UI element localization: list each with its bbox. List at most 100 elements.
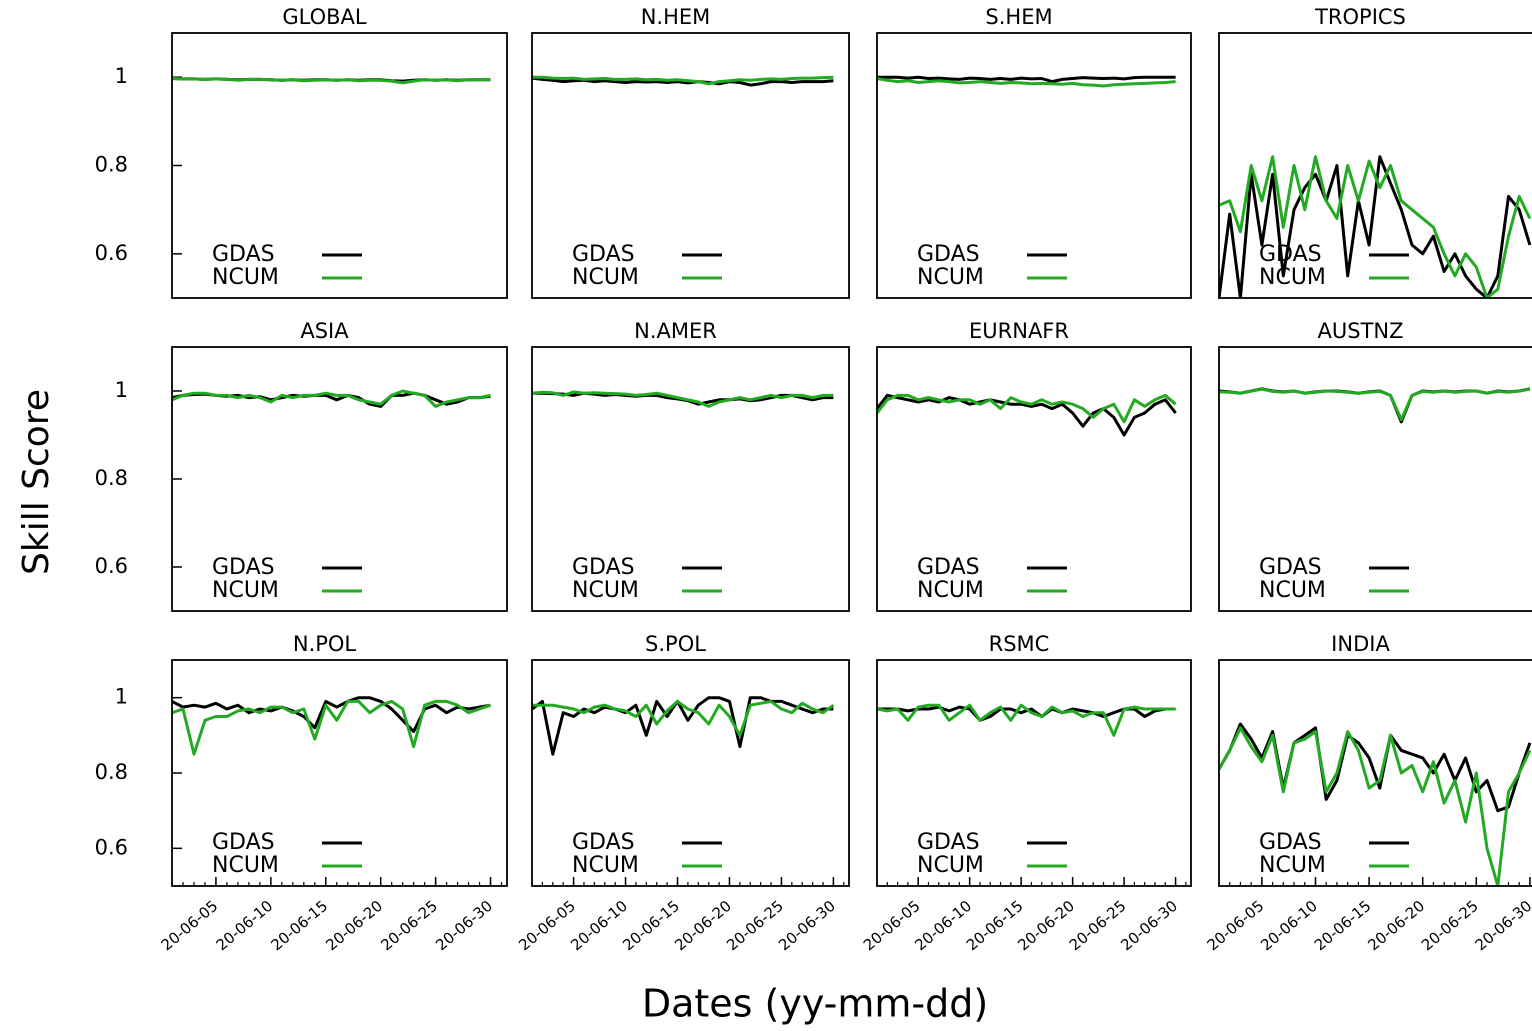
y-tick-label: 0.6: [95, 554, 128, 578]
y-tick-label: 0.8: [95, 466, 128, 490]
x-tick-label: 20-06-10: [213, 897, 277, 955]
legend-label: NCUM: [1259, 853, 1326, 878]
panel-title: INDIA: [1331, 632, 1390, 656]
series-line: [172, 696, 491, 734]
legend-label: GDAS: [572, 830, 635, 855]
x-tick-label: 20-06-15: [1311, 897, 1375, 955]
panel-title: ASIA: [300, 319, 349, 343]
y-tick-label: 1: [115, 378, 128, 402]
panel-title: N.AMER: [634, 319, 717, 343]
series-line: [1219, 726, 1532, 886]
x-tick-label: 20-06-20: [671, 897, 735, 955]
legend-label: NCUM: [917, 265, 984, 290]
x-tick-label: 20-06-15: [963, 897, 1027, 955]
panel-frame: [1218, 659, 1532, 887]
x-tick-label: 20-06-05: [158, 897, 222, 955]
y-tick-label: 0.8: [95, 760, 128, 784]
series-line: [877, 75, 1176, 84]
panel: N.POL0.60.8120-06-0520-06-1020-06-1520-0…: [95, 632, 508, 955]
x-tick-label: 20-06-15: [619, 897, 683, 955]
legend-label: GDAS: [212, 555, 275, 580]
panel-title: S.HEM: [985, 5, 1052, 29]
series-line: [877, 703, 1176, 737]
panel-title: S.POL: [645, 632, 706, 656]
panel-frame: [531, 32, 850, 299]
series-line: [877, 393, 1177, 437]
x-tick-label: 20-06-10: [911, 897, 975, 955]
panel-frame: [531, 346, 850, 612]
series-line: [1219, 155, 1532, 298]
y-tick-label: 0.6: [95, 241, 128, 265]
legend-label: GDAS: [1259, 830, 1322, 855]
series-line: [172, 389, 491, 408]
x-tick-label: 20-06-25: [377, 897, 441, 955]
x-tick-label: 20-06-05: [1204, 897, 1268, 955]
legend-label: GDAS: [917, 830, 980, 855]
panel-frame: [1218, 346, 1532, 612]
legend-label: NCUM: [1259, 578, 1326, 603]
x-tick-label: 20-06-30: [432, 897, 496, 955]
series-line: [532, 696, 834, 756]
legend-label: NCUM: [212, 578, 279, 603]
series-line: [532, 699, 835, 737]
series-line: [1219, 155, 1532, 298]
legend-label: NCUM: [917, 578, 984, 603]
legend-label: NCUM: [212, 853, 279, 878]
panel-frame: [876, 346, 1192, 612]
panel-title: GLOBAL: [282, 5, 367, 29]
legend-label: GDAS: [1259, 242, 1322, 267]
series-line: [1219, 722, 1532, 813]
x-tick-label: 20-06-10: [1257, 897, 1321, 955]
panel-frame: [876, 32, 1192, 299]
panel-title: EURNAFR: [969, 319, 1069, 343]
panel-frame: [171, 346, 508, 612]
legend-label: GDAS: [212, 242, 275, 267]
panel-frame: [171, 32, 508, 299]
legend-label: NCUM: [917, 853, 984, 878]
x-tick-label: 20-06-25: [723, 897, 787, 955]
legend-label: NCUM: [572, 578, 639, 603]
y-tick-label: 1: [115, 64, 128, 88]
series-line: [877, 393, 1177, 424]
y-tick-label: 1: [115, 685, 128, 709]
legend-label: GDAS: [1259, 555, 1322, 580]
legend-label: NCUM: [572, 265, 639, 290]
legend-label: GDAS: [572, 242, 635, 267]
series-line: [877, 77, 1176, 88]
x-tick-label: 20-06-30: [1472, 897, 1532, 955]
series-line: [172, 77, 491, 85]
panel-title: RSMC: [989, 632, 1050, 656]
x-tick-label: 20-06-20: [322, 897, 386, 955]
panel-title: N.HEM: [641, 5, 711, 29]
legend-label: NCUM: [212, 265, 279, 290]
x-tick-label: 20-06-25: [1066, 897, 1130, 955]
x-tick-label: 20-06-05: [515, 897, 579, 955]
series-line: [172, 699, 491, 756]
series-line: [532, 390, 834, 408]
panel-title: AUSTNZ: [1318, 319, 1404, 343]
x-tick-label: 20-06-30: [1117, 897, 1181, 955]
x-tick-label: 20-06-20: [1364, 897, 1428, 955]
panel-frame: [171, 659, 508, 887]
panel: RSMC20-06-0520-06-1020-06-1520-06-2020-0…: [860, 632, 1192, 955]
x-tick-label: 20-06-10: [567, 897, 631, 955]
series-line: [1219, 387, 1531, 422]
x-tick-label: 20-06-30: [775, 897, 839, 955]
panel-frame: [1218, 32, 1532, 299]
y-tick-label: 0.8: [95, 153, 128, 177]
legend-label: GDAS: [917, 555, 980, 580]
panel: S.POL20-06-0520-06-1020-06-1520-06-2020-…: [515, 632, 850, 955]
legend-label: GDAS: [917, 242, 980, 267]
legend-label: NCUM: [572, 853, 639, 878]
series-line: [532, 75, 834, 86]
